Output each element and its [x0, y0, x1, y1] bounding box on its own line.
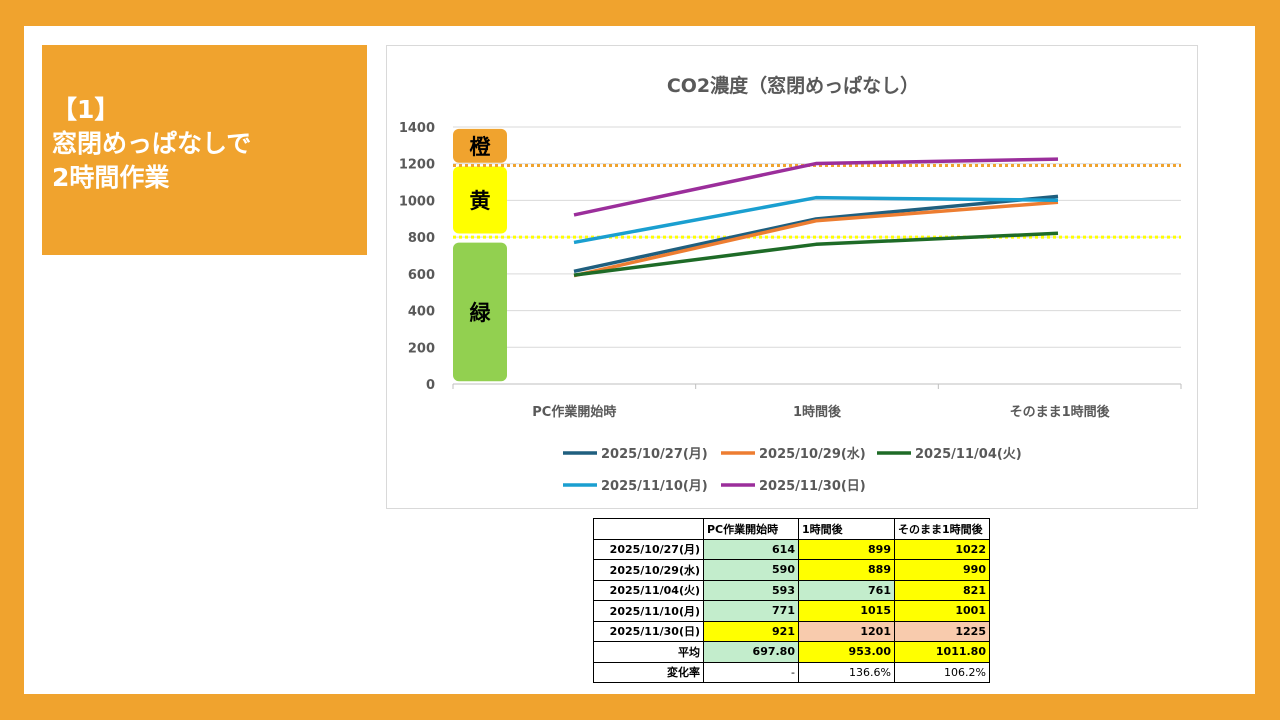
chart-svg: CO2濃度（窓閉めっぱなし） 0 200 400 600 800 1000 1200 1400 P…: [399, 74, 1182, 494]
table-cell: 889: [798, 559, 895, 581]
table-cell: 1201: [798, 620, 895, 642]
series-line: [573, 157, 1059, 217]
x-tick-label: PC作業開始時: [532, 404, 616, 420]
series-line: [573, 231, 1059, 277]
zone-label: 緑: [470, 301, 492, 325]
table-row: 2025/11/04(火) 593 761 821: [593, 579, 990, 601]
table-cell: 593: [703, 579, 799, 601]
zone-box-1: [453, 166, 507, 234]
column-header: そのまま1時間後: [894, 518, 990, 540]
table-cell: 899: [798, 538, 895, 560]
table-row: 平均 697.80 953.00 1011.80: [593, 641, 990, 663]
table-cell: 1011.80: [894, 641, 990, 663]
row-label: 2025/10/27(月): [593, 538, 704, 560]
series-line: [573, 194, 1059, 273]
table-cell: 990: [894, 559, 990, 581]
x-tick-label: そのまま1時間後: [1010, 404, 1111, 420]
slide-title-line: 窓閉めっぱなしで: [52, 129, 252, 158]
zone-label: 橙: [470, 135, 492, 159]
y-tick-label: 400: [408, 305, 435, 320]
table-row: 2025/11/10(月) 771 1015 1001: [593, 600, 990, 622]
column-header: 1時間後: [798, 518, 895, 540]
legend-label: 2025/11/10(月): [601, 479, 708, 494]
table-cell: 1001: [894, 600, 990, 622]
table-cell: 821: [894, 579, 990, 601]
table-row: 2025/10/29(水) 590 889 990: [593, 559, 990, 581]
row-label: 2025/11/30(日): [593, 620, 704, 642]
table-cell: -: [703, 661, 799, 683]
y-tick-label: 0: [426, 378, 435, 393]
y-tick-label: 1400: [399, 121, 435, 136]
table-cell: 614: [703, 538, 799, 560]
slide-title-line: 【1】: [52, 95, 120, 124]
slide-title-line: 2時間作業: [52, 163, 170, 192]
table-cell: 771: [703, 600, 799, 622]
table-cell: 590: [703, 559, 799, 581]
legend-label: 2025/10/29(水): [759, 446, 866, 462]
legend-label: 2025/11/30(日): [759, 479, 866, 494]
table-cell: 1015: [798, 600, 895, 622]
table-cell: 697.80: [703, 641, 799, 663]
series-line: [573, 195, 1059, 245]
chart-title: CO2濃度（窓閉めっぱなし）: [667, 74, 919, 97]
y-tick-label: 1000: [399, 194, 435, 209]
y-tick-label: 200: [408, 341, 435, 356]
table-row: 2025/10/27(月) 614 899 1022: [593, 538, 990, 560]
row-label: 平均: [593, 641, 704, 663]
row-label: 2025/11/04(火): [593, 579, 704, 601]
table-row: 変化率 -136.6% 106.2%: [593, 661, 990, 683]
row-label: 2025/10/29(水): [593, 559, 704, 581]
table-cell: 953.00: [798, 641, 895, 663]
column-header: [593, 518, 704, 540]
table-cell: 761: [798, 579, 895, 601]
table-cell: 106.2%: [894, 661, 990, 683]
y-tick-label: 600: [408, 268, 435, 283]
co2-table: PC作業開始時 1時間後 そのまま1時間後 2025/10/27(月) 614 899 10…: [593, 518, 990, 683]
slide-title-box: 【1】 窓閉めっぱなしで 2時間作業: [42, 45, 367, 255]
table-header-row: PC作業開始時 1時間後 そのまま1時間後: [593, 518, 990, 540]
row-label: 2025/11/10(月): [593, 600, 704, 622]
table-row: 2025/11/30(日) 921 1201 1225: [593, 620, 990, 642]
y-tick-label: 800: [408, 231, 435, 246]
table-cell: 921: [703, 620, 799, 642]
table-cell: 136.6%: [798, 661, 895, 683]
zone-box-2: [453, 242, 507, 382]
co2-chart: CO2濃度（窓閉めっぱなし） 0 200 400 600 800 1000 1200 1400 P…: [386, 45, 1198, 509]
row-label: 変化率: [593, 661, 704, 683]
legend-label: 2025/11/04(火): [915, 447, 1022, 462]
series-line: [573, 200, 1059, 278]
zone-box-0: [453, 128, 507, 163]
legend-label: 2025/10/27(月): [601, 447, 708, 462]
x-tick-label: 1時間後: [793, 404, 842, 420]
table-cell: 1225: [894, 620, 990, 642]
y-tick-label: 1200: [399, 158, 435, 173]
zone-label: 黄: [470, 189, 491, 213]
column-header: PC作業開始時: [703, 518, 799, 540]
table-cell: 1022: [894, 538, 990, 560]
